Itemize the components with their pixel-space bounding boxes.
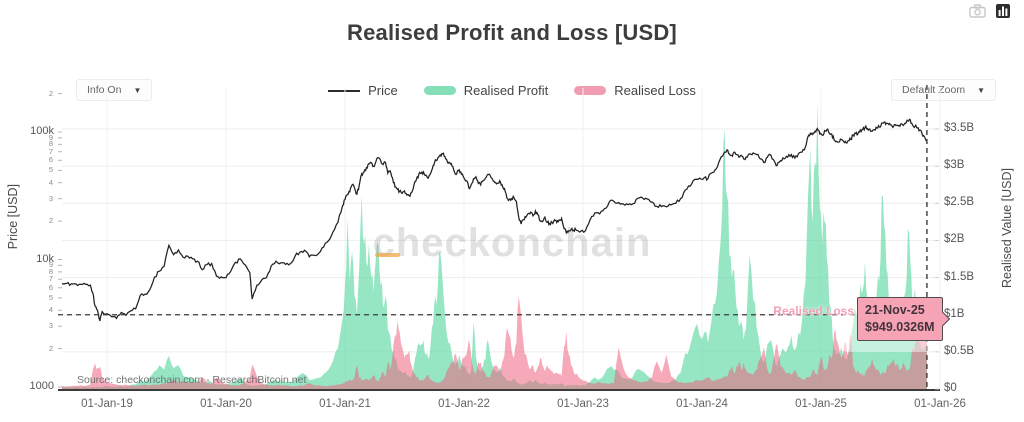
modebar [968, 3, 1012, 19]
realised-loss-swatch [574, 86, 607, 95]
tooltip-date: 21-Nov-25 [865, 303, 925, 317]
camera-icon[interactable] [968, 3, 986, 19]
chevron-down-icon: ▼ [133, 85, 142, 95]
legend-item-realised-profit[interactable]: Realised Profit [423, 83, 549, 98]
legend: Price Realised Profit Realised Loss [0, 83, 1024, 98]
realised-loss-area [62, 296, 927, 389]
y-gridlines [62, 128, 935, 353]
realised-profit-swatch [423, 86, 456, 95]
legend-label-realised-loss: Realised Loss [614, 83, 696, 98]
bar-chart-logo-icon[interactable] [994, 3, 1012, 19]
tooltip: 21-Nov-25 $949.0326M [857, 297, 943, 341]
default-zoom-dropdown[interactable]: Default Zoom ▼ [891, 79, 996, 101]
default-zoom-label: Default Zoom [902, 84, 966, 96]
page-title: Realised Profit and Loss [USD] [347, 20, 677, 45]
price-line-swatch [328, 89, 361, 92]
info-on-dropdown[interactable]: Info On ▼ [76, 79, 153, 101]
info-on-label: Info On [87, 84, 122, 96]
chevron-down-icon: ▼ [977, 85, 985, 95]
legend-item-price[interactable]: Price [328, 83, 398, 98]
realised-profit-area [62, 103, 927, 389]
legend-label-realised-profit: Realised Profit [463, 83, 549, 98]
tooltip-value: $949.0326M [865, 319, 935, 334]
price-line [62, 118, 928, 322]
legend-item-realised-loss[interactable]: Realised Loss [574, 83, 696, 98]
legend-label-price: Price [368, 83, 398, 98]
